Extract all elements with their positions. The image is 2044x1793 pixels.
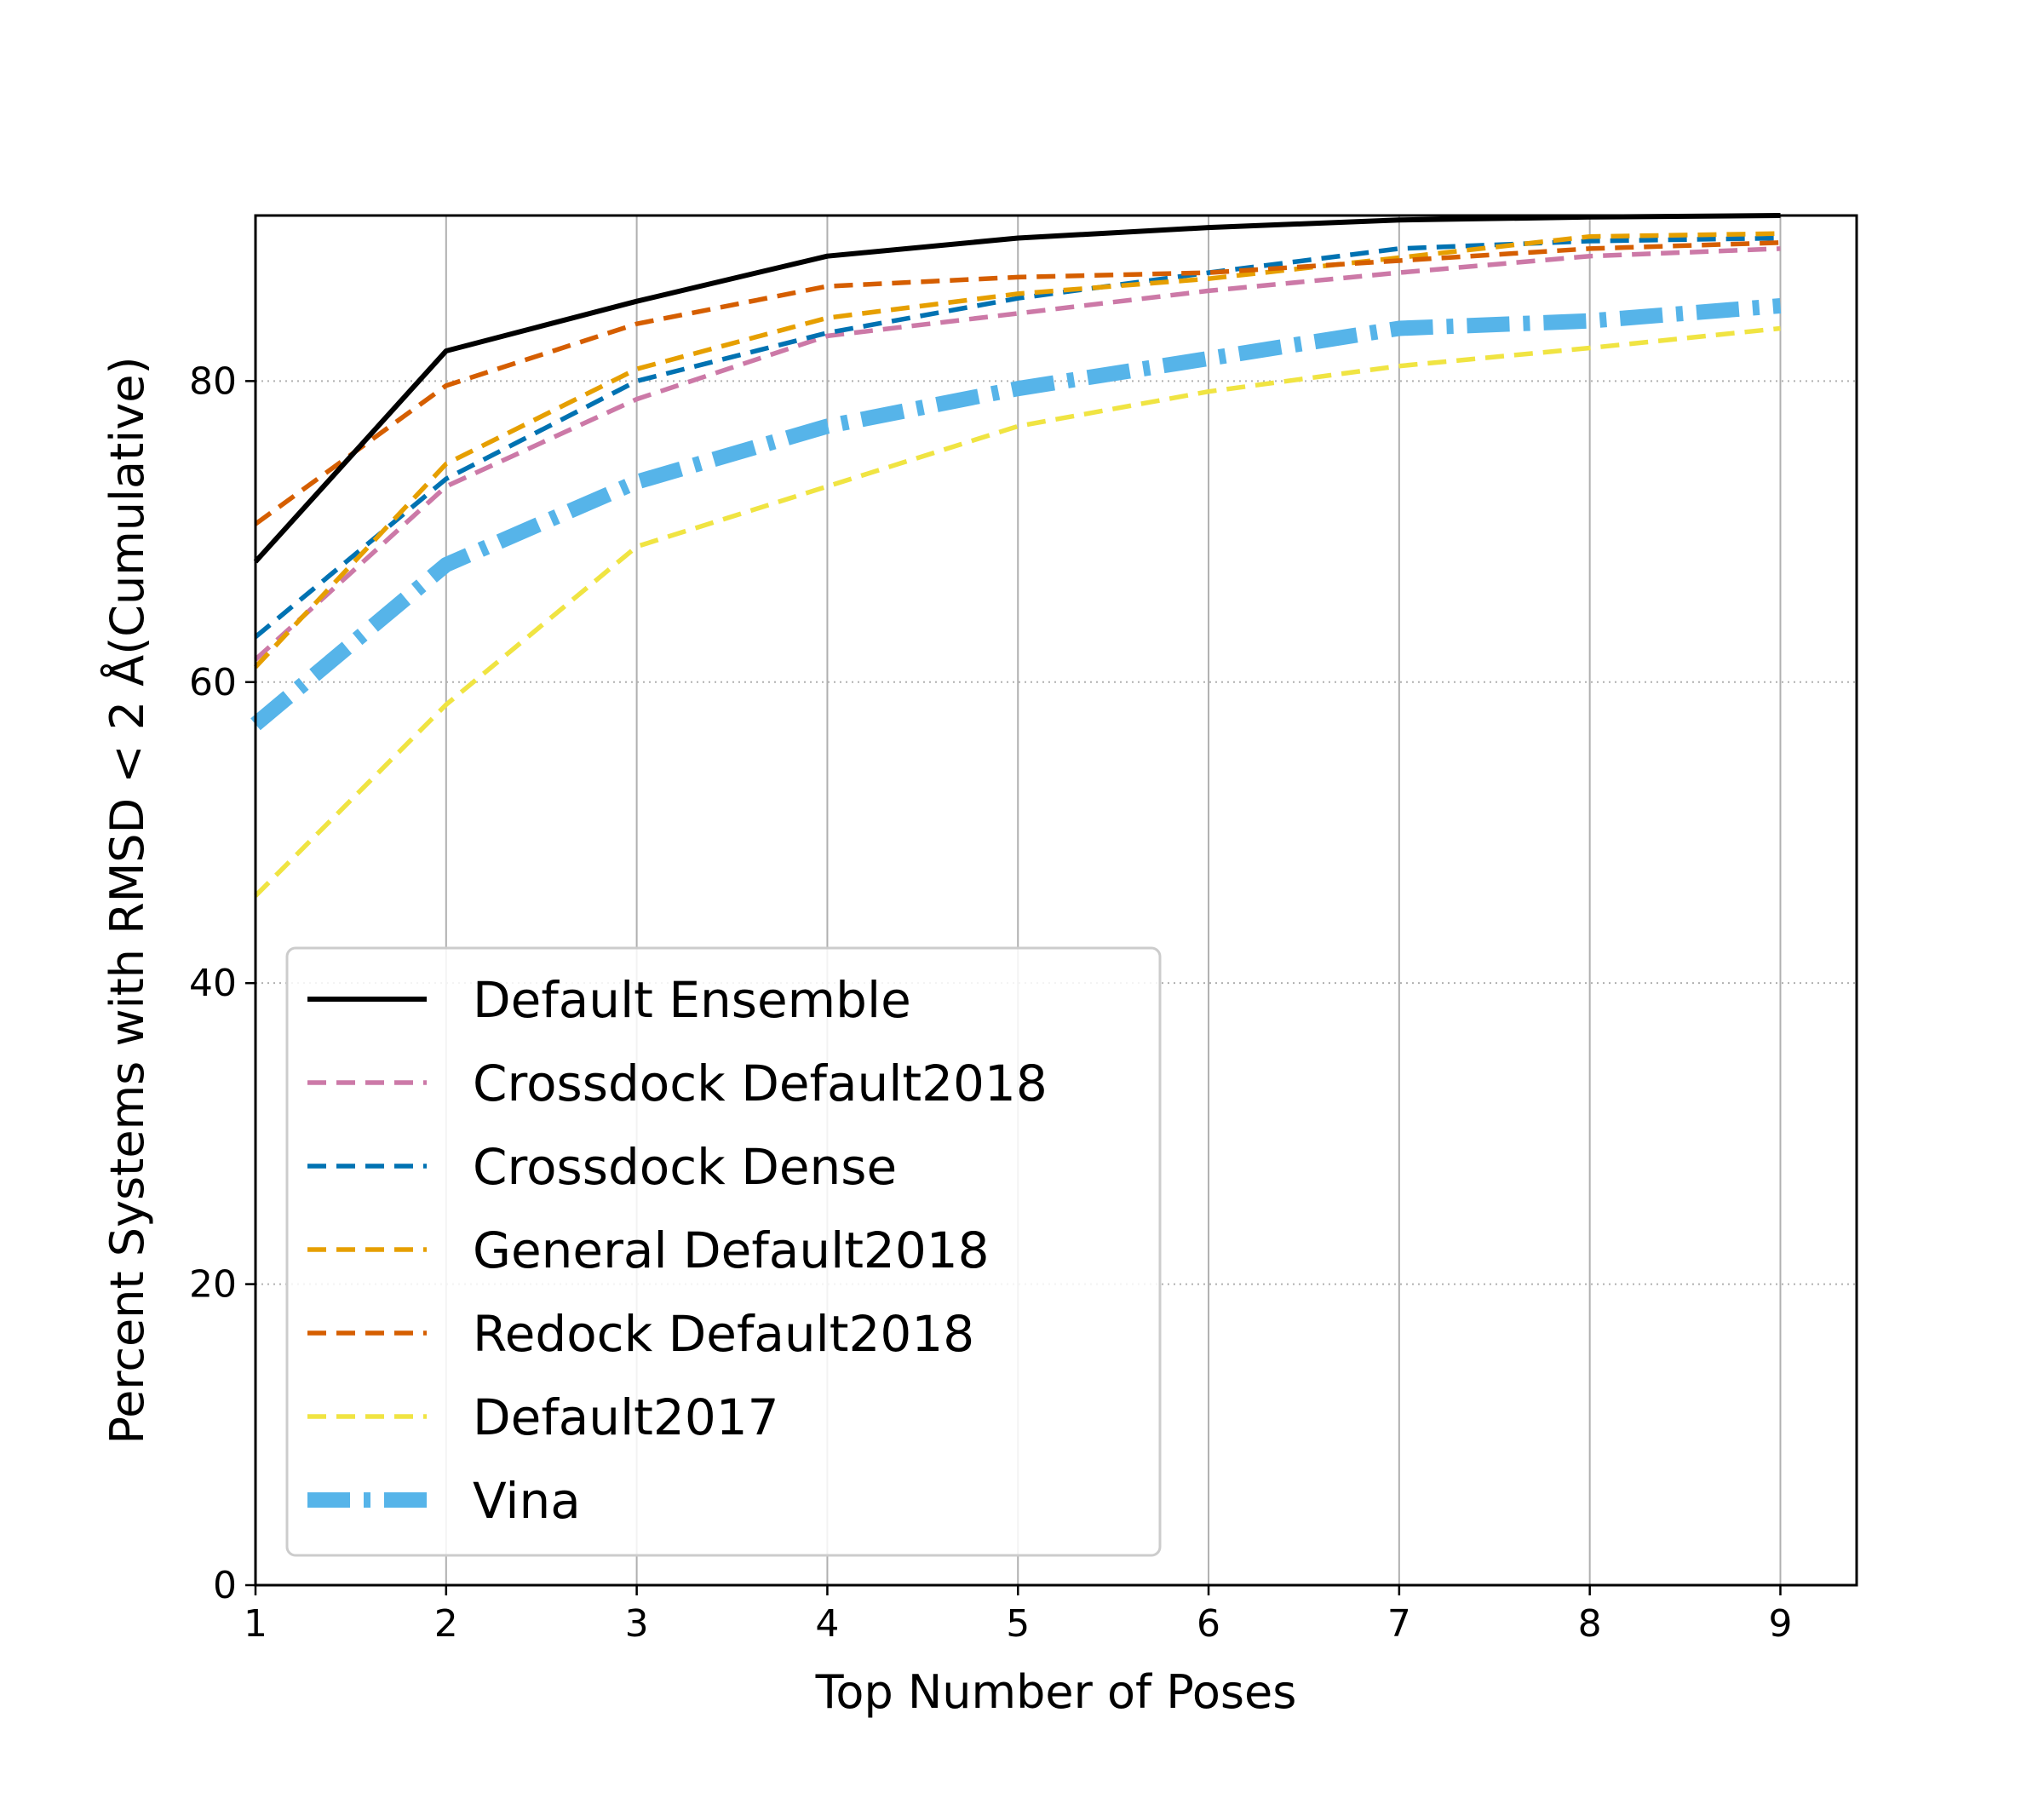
legend-label: Crossdock Dense [473,1138,897,1196]
series-line-0 [253,213,1781,564]
legend-label: Default Ensemble [473,971,911,1029]
x-tick-label: 5 [1006,1602,1030,1646]
legend-box [285,946,1162,1557]
x-tick-label: 1 [244,1602,267,1646]
y-tick-label: 80 [189,359,237,403]
ticks: 1 2 3 4 5 6 7 8 9 0 20 40 60 80 [189,359,1792,1646]
legend: Default Ensemble Crossdock Default2018 Cro… [285,946,1162,1557]
y-tick-label: 60 [189,661,237,704]
series-line-6 [250,298,1782,731]
series-line-4 [254,240,1781,526]
y-tick-label: 40 [189,962,237,1005]
legend-label: Default2017 [473,1388,779,1446]
legend-label: General Default2018 [473,1221,990,1279]
x-tick-label: 6 [1197,1602,1220,1646]
series-line-3 [253,231,1781,669]
x-axis-label: Top Number of Poses [815,1665,1297,1719]
series-line-5 [254,325,1781,898]
x-tick-label: 3 [625,1602,649,1646]
legend-label: Redock Default2018 [473,1305,974,1363]
x-tick-label: 7 [1387,1602,1411,1646]
legend-label: Vina [473,1472,581,1530]
y-tick-label: 0 [213,1564,237,1607]
legend-label: Crossdock Default2018 [473,1055,1048,1112]
x-tick-label: 2 [434,1602,458,1646]
x-tick-label: 8 [1578,1602,1602,1646]
series-line-1 [254,246,1781,662]
plot-frame [254,214,1858,1587]
series-lines [250,213,1782,898]
x-tick-label: 9 [1768,1602,1792,1646]
y-axis-label: Percent Systems with RMSD < 2 Å(Cumulati… [100,356,154,1444]
x-tick-label: 4 [815,1602,839,1646]
y-tick-label: 20 [189,1263,237,1307]
